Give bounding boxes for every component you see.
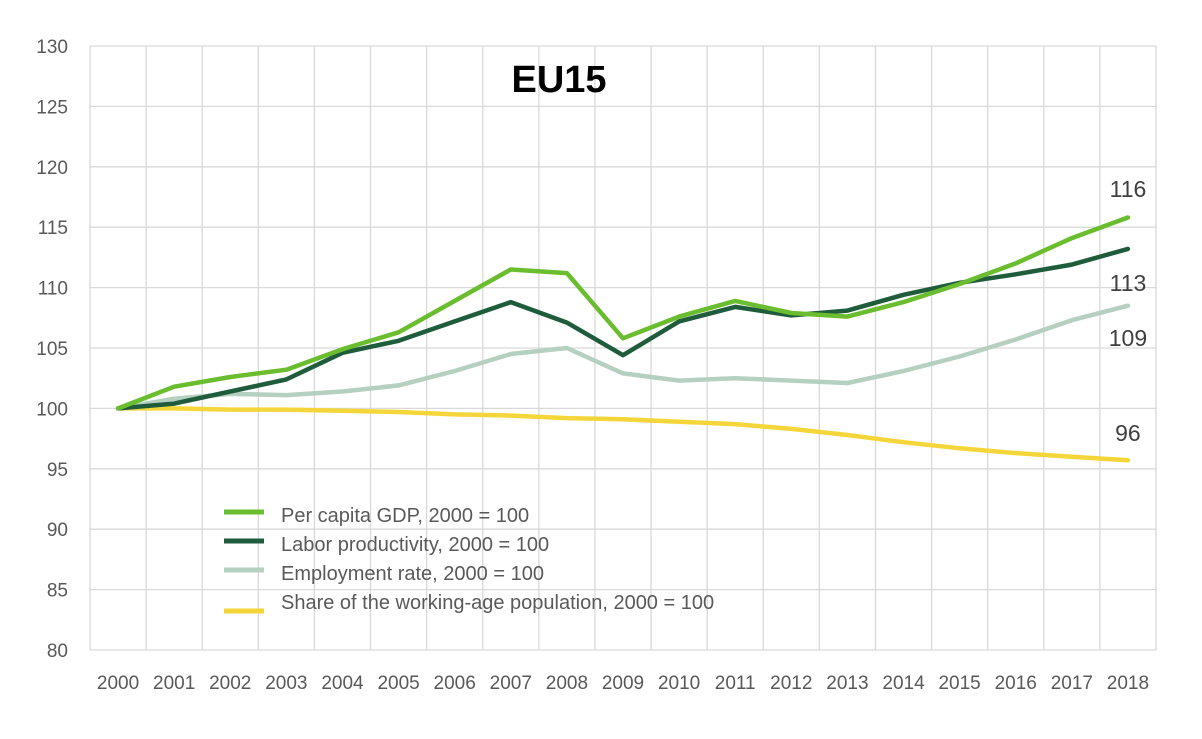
legend-label: Labor productivity, 2000 = 100 — [281, 534, 549, 556]
x-tick-label: 2005 — [377, 673, 419, 694]
y-tick-label: 95 — [47, 460, 68, 481]
chart-title: EU15 — [511, 59, 606, 101]
y-axis: 80 85 90 95 100 105 110 115 120 125 130 — [36, 37, 68, 662]
x-tick-label: 2018 — [1107, 673, 1149, 694]
series-line-2 — [115, 303, 1131, 411]
y-tick-label: 100 — [36, 399, 68, 420]
y-tick-label: 90 — [47, 520, 68, 541]
grid — [89, 45, 1157, 651]
x-tick-label: 2009 — [602, 673, 644, 694]
x-tick-label: 2000 — [97, 673, 139, 694]
legend-label: Per capita GDP, 2000 = 100 — [281, 505, 529, 527]
x-tick-label: 2015 — [938, 673, 980, 694]
x-tick-label: 2017 — [1051, 673, 1093, 694]
x-tick-label: 2002 — [209, 673, 251, 694]
x-tick-label: 2001 — [153, 673, 195, 694]
y-tick-label: 130 — [36, 37, 68, 58]
end-label: 109 — [1109, 325, 1147, 351]
x-axis: 2000 2001 2002 2003 2004 2005 2006 2007 2008 2009… — [97, 673, 1149, 694]
y-tick-label: 80 — [47, 641, 68, 662]
x-tick-label: 2011 — [715, 673, 756, 694]
legend-label: Share of the working-age population, 200… — [281, 592, 714, 614]
x-tick-label: 2012 — [770, 673, 812, 694]
x-tick-label: 2016 — [995, 673, 1037, 694]
series-line-1 — [115, 246, 1131, 411]
series-line-3 — [115, 406, 1131, 463]
x-tick-label: 2006 — [434, 673, 476, 694]
legend: Per capita GDP, 2000 = 100 Labor producti… — [224, 505, 714, 614]
y-tick-label: 120 — [36, 158, 68, 179]
end-labels: 116 113 109 96 — [1109, 176, 1147, 446]
y-tick-label: 110 — [38, 279, 68, 300]
legend-label: Employment rate, 2000 = 100 — [281, 563, 544, 585]
x-tick-label: 2010 — [658, 673, 700, 694]
x-tick-label: 2013 — [826, 673, 868, 694]
x-tick-label: 2003 — [265, 673, 307, 694]
series-line-0 — [115, 215, 1131, 411]
x-tick-label: 2004 — [321, 673, 364, 694]
y-tick-label: 85 — [47, 581, 68, 602]
y-tick-label: 105 — [36, 339, 68, 360]
x-tick-label: 2014 — [882, 673, 925, 694]
series-lines — [115, 215, 1131, 463]
x-tick-label: 2007 — [490, 673, 532, 694]
y-tick-label: 115 — [38, 218, 68, 239]
end-label: 116 — [1110, 176, 1147, 202]
end-label: 113 — [1110, 270, 1147, 296]
end-label: 96 — [1115, 420, 1141, 446]
y-tick-label: 125 — [36, 97, 68, 118]
x-tick-label: 2008 — [546, 673, 588, 694]
